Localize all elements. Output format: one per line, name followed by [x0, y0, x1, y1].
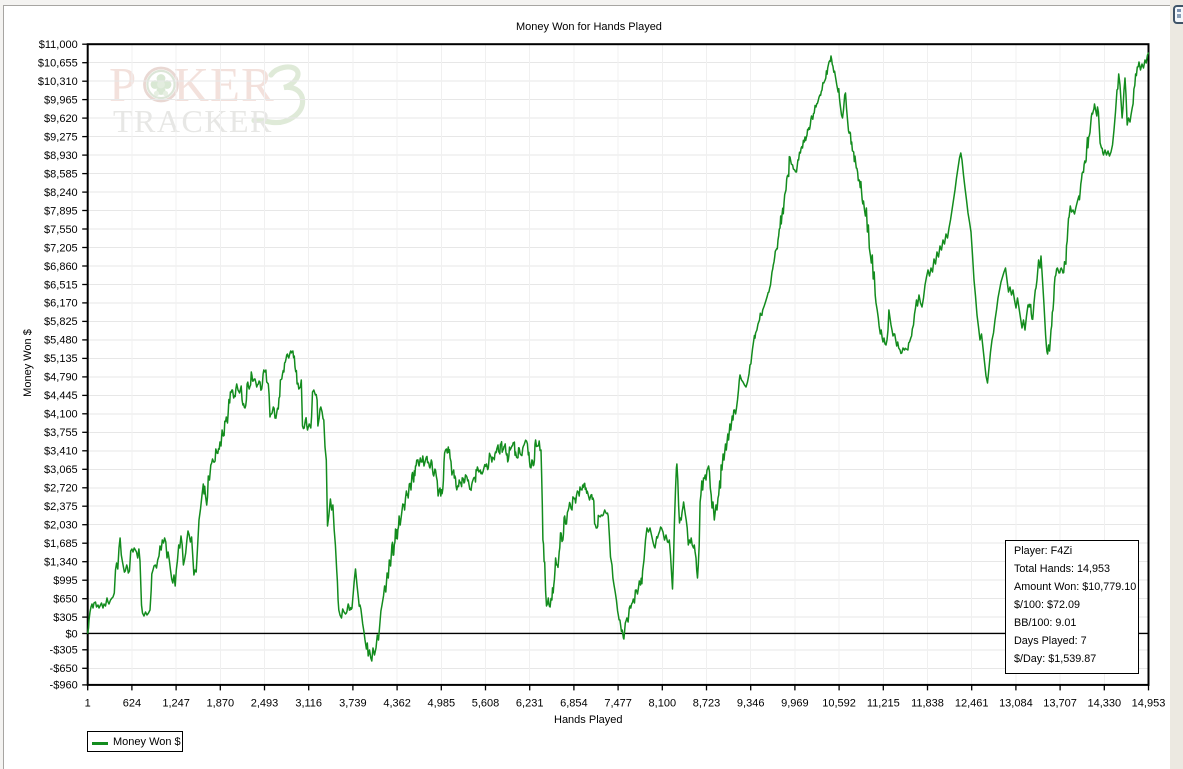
svg-text:$2,720: $2,720: [44, 483, 78, 495]
svg-text:8,100: 8,100: [649, 697, 677, 709]
svg-text:14,953: 14,953: [1132, 697, 1166, 709]
svg-text:2,493: 2,493: [251, 697, 279, 709]
svg-text:$10,655: $10,655: [38, 58, 78, 70]
svg-text:9,346: 9,346: [737, 697, 765, 709]
svg-text:1,870: 1,870: [207, 697, 235, 709]
svg-text:$5,825: $5,825: [44, 316, 78, 328]
svg-text:$0: $0: [65, 628, 77, 640]
svg-text:11,838: 11,838: [911, 697, 944, 709]
svg-text:14,330: 14,330: [1087, 697, 1121, 709]
svg-text:8,723: 8,723: [693, 697, 721, 709]
svg-text:1: 1: [85, 697, 91, 709]
svg-text:$3,755: $3,755: [44, 427, 78, 439]
svg-text:$2,030: $2,030: [44, 520, 78, 532]
svg-text:$3,410: $3,410: [44, 446, 78, 458]
svg-text:$1,685: $1,685: [44, 538, 78, 550]
svg-text:11,215: 11,215: [867, 697, 900, 709]
svg-text:$6,170: $6,170: [44, 298, 78, 310]
svg-text:$6,860: $6,860: [44, 261, 78, 273]
svg-text:12,461: 12,461: [955, 697, 989, 709]
svg-text:10,592: 10,592: [822, 697, 856, 709]
svg-text:7,477: 7,477: [604, 697, 632, 709]
svg-text:$7,550: $7,550: [44, 224, 78, 236]
svg-text:3,116: 3,116: [295, 697, 322, 709]
svg-text:$9,620: $9,620: [44, 113, 78, 125]
svg-text:$3,065: $3,065: [44, 464, 78, 476]
svg-text:4,362: 4,362: [383, 697, 411, 709]
svg-text:13,084: 13,084: [999, 697, 1033, 709]
svg-text:$4,445: $4,445: [44, 390, 78, 402]
svg-text:$7,205: $7,205: [44, 242, 78, 254]
svg-text:Money Won $: Money Won $: [22, 329, 34, 397]
svg-text:$6,515: $6,515: [44, 279, 78, 291]
svg-text:13,707: 13,707: [1043, 697, 1077, 709]
svg-text:$305: $305: [53, 612, 77, 624]
svg-text:$9,275: $9,275: [44, 131, 78, 143]
svg-text:$10,310: $10,310: [38, 76, 78, 88]
svg-text:4,985: 4,985: [428, 697, 456, 709]
svg-text:$650: $650: [53, 594, 77, 606]
svg-text:$5,135: $5,135: [44, 353, 78, 365]
svg-text:$4,790: $4,790: [44, 372, 78, 384]
svg-text:$2,375: $2,375: [44, 501, 78, 513]
svg-text:5,608: 5,608: [472, 697, 500, 709]
svg-text:$9,965: $9,965: [44, 94, 78, 106]
svg-text:$8,240: $8,240: [44, 187, 78, 199]
svg-text:-$305: -$305: [50, 645, 78, 657]
svg-text:$8,585: $8,585: [44, 168, 78, 180]
svg-text:6,231: 6,231: [516, 697, 544, 709]
svg-text:-$960: -$960: [50, 680, 78, 692]
svg-text:$11,000: $11,000: [39, 39, 78, 51]
svg-text:6,854: 6,854: [560, 697, 588, 709]
svg-text:9,969: 9,969: [781, 697, 809, 709]
svg-text:624: 624: [123, 697, 141, 709]
svg-text:$995: $995: [53, 575, 77, 587]
svg-text:1,247: 1,247: [162, 697, 190, 709]
svg-text:$7,895: $7,895: [44, 205, 78, 217]
svg-text:$1,340: $1,340: [44, 557, 78, 569]
svg-text:3,739: 3,739: [339, 697, 367, 709]
svg-text:$4,100: $4,100: [44, 409, 78, 421]
svg-text:$8,930: $8,930: [44, 150, 78, 162]
svg-text:-$650: -$650: [50, 663, 78, 675]
svg-text:$5,480: $5,480: [44, 335, 78, 347]
